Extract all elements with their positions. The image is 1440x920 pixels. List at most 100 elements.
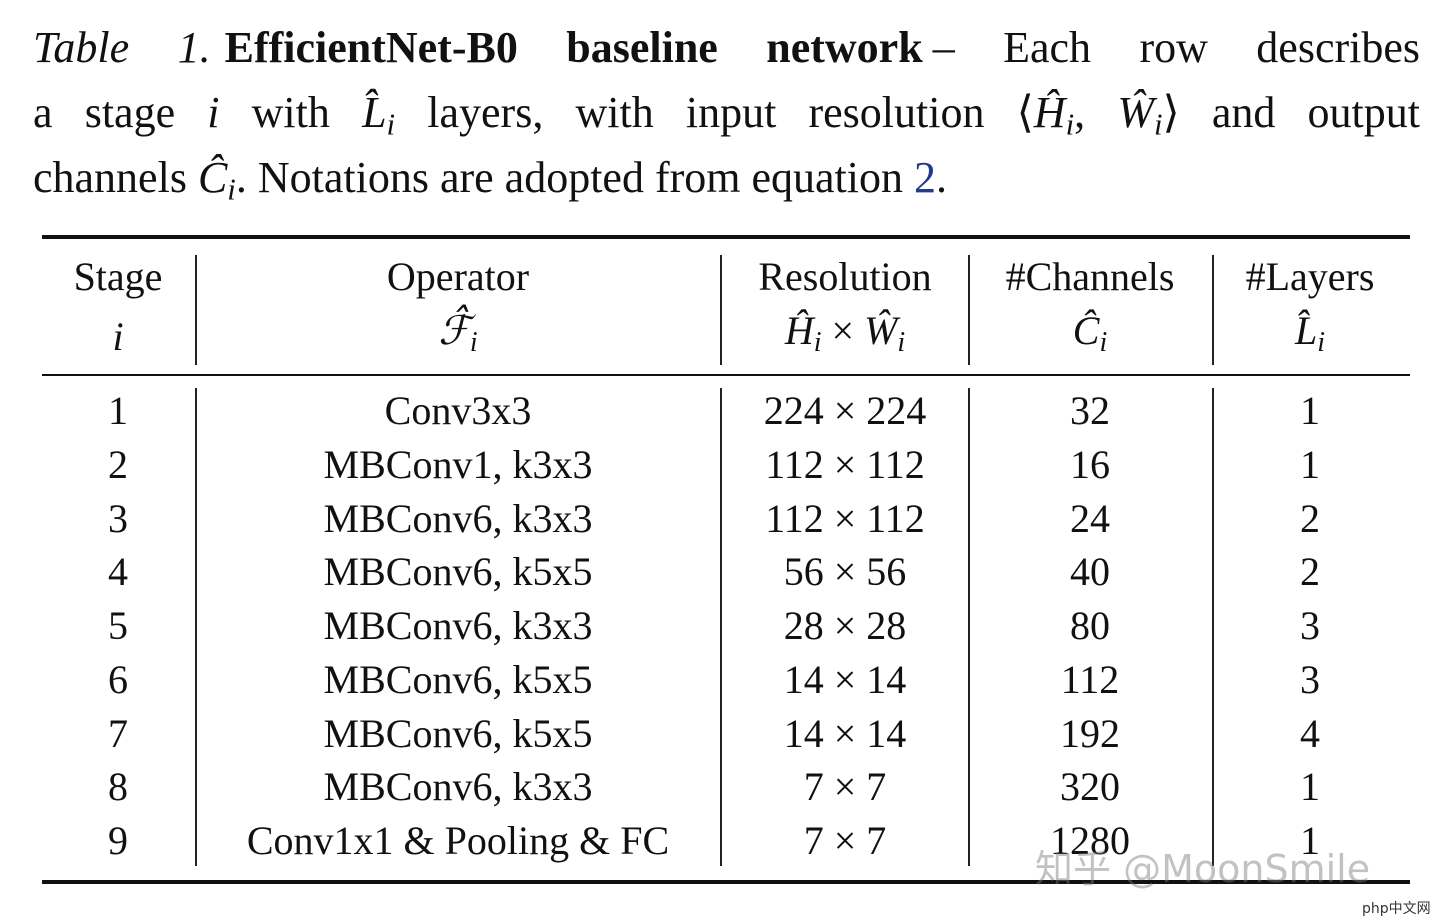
text-piece: layers, with input resolution ⟨ [395,88,1034,137]
column-header: Resolution [758,254,932,299]
column-divider [720,255,722,365]
table-cell: 320 [1060,764,1120,810]
table-cell: MBConv6, k3x3 [323,495,593,541]
table-cell: 192 [1060,710,1120,756]
table-cell: 7 [108,710,128,756]
text-piece: with [220,88,363,137]
table-cell: 32 [1070,388,1110,433]
table-cell: 14 × 14 [783,710,907,756]
piece-text: EfficientNet-B0 baseline network [224,23,923,72]
table-cell: 3 [1300,656,1320,702]
piece-text: layers, with input resolution ⟨ [395,88,1034,137]
table-cell: 1 [1300,764,1320,810]
table-cell: 112 × 112 [765,441,925,487]
text-piece: EfficientNet-B0 baseline network [225,23,923,72]
text-piece: Ĥi [784,308,822,358]
table-cell: 3 [1300,603,1320,648]
table-cell: 14 × 14 [783,656,907,702]
column-symbol: i [112,313,123,361]
table-cell: 1 [1300,818,1320,863]
table-cell: 1 [108,388,128,433]
subscript: i [386,107,396,142]
piece-text: Ŵ [1117,88,1154,137]
piece-text: , [1074,88,1118,137]
table-cell: 9 [108,818,128,863]
column-divider [720,388,722,866]
table-cell: 2 [108,441,128,487]
piece-text: with [219,88,363,137]
table-cell: 40 [1070,549,1110,595]
subscript: i [897,327,906,358]
table-cell: 1 [1300,388,1320,433]
text-piece: ℱ̂i [438,308,477,358]
table-cell: 1 [1300,441,1320,487]
subscript: i [813,327,822,358]
text-piece: . [936,153,947,202]
text-piece: Ĥi [1033,88,1074,142]
table-cell: 28 × 28 [783,603,907,648]
piece-text: L̂ [362,88,387,137]
caption-line: Table 1. EfficientNet-B0 baseline network… [33,22,1420,74]
subscript: i [1065,107,1075,142]
text-piece: Ĉi [197,153,236,207]
text-piece: 2 [914,153,936,202]
table-cell: 3 [108,495,128,541]
piece-text: 2 [914,153,936,202]
table-cell: MBConv6, k3x3 [323,603,593,648]
column-header: #Layers [1245,254,1375,299]
table-cell: MBConv6, k5x5 [323,656,593,702]
bottom-rule [42,880,1410,884]
table-cell: 7 × 7 [803,764,887,810]
table-cell: Conv1x1 & Pooling & FC [246,818,670,863]
text-piece: , [1074,88,1117,137]
column-header: #Channels [1005,254,1175,299]
piece-text: Ĥ [1033,88,1066,137]
piece-text: Ĥ [784,308,814,353]
table-cell: 224 × 224 [763,388,927,433]
text-piece: channels [33,153,198,202]
text-piece: Table 1. [33,23,211,72]
table-cell: 2 [1300,549,1320,595]
subscript: i [1317,327,1326,358]
text-piece: L̂i [1294,308,1325,358]
text-piece: Ĉi [1073,308,1107,358]
table-cell: 2 [1300,495,1320,541]
table-cell: 8 [108,764,128,810]
piece-text: ⟩ and output [1162,88,1420,137]
table-cell: 5 [108,603,128,648]
column-divider [1212,388,1214,866]
piece-text: Table 1. [33,23,211,72]
table-cell: MBConv1, k3x3 [323,441,593,487]
column-header: Stage [73,254,163,299]
column-divider [968,255,970,365]
watermark: 知乎 @MoonSmile [1035,847,1371,891]
text-piece: a stage [33,88,207,137]
text-piece: . Notations are adopted from equation [236,153,914,202]
text-piece: i [112,314,123,359]
table-cell: Conv3x3 [384,388,532,433]
column-symbol: ℱ̂i [438,307,477,367]
piece-text: channels [33,153,198,202]
text-piece: ⟩ and output [1163,88,1420,137]
column-divider [1212,255,1214,365]
piece-text: ℱ̂ [438,308,470,353]
table-cell: 24 [1070,495,1110,541]
text-piece: L̂i [362,88,395,142]
table-cell: 80 [1070,603,1110,648]
piece-text: a stage [33,88,208,137]
piece-text: Ĉ [197,153,228,202]
table-cell: 7 × 7 [803,818,887,863]
piece-text: i [112,314,124,359]
column-symbol: Ĥi × Ŵi [785,307,905,367]
piece-text: × [821,308,865,353]
piece-text: L̂ [1294,308,1318,353]
piece-text: i [207,88,220,137]
table-cell: 4 [108,549,128,595]
piece-text: – Each row describes [932,23,1421,72]
table-cell: 56 × 56 [783,549,907,595]
table-cell: 1280 [1050,818,1130,863]
column-divider [195,255,197,365]
text-piece: – Each row describes [933,23,1420,72]
piece-text: . [936,153,947,202]
